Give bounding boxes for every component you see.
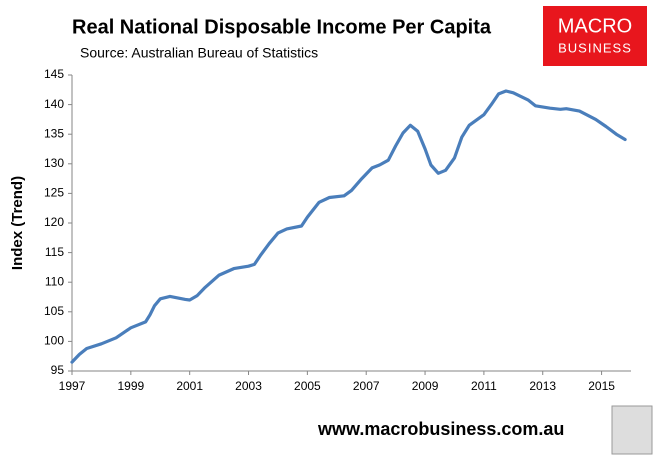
- x-tick-label: 2001: [176, 379, 203, 393]
- logo-text: MACRO: [558, 15, 632, 37]
- x-tick-label: 2005: [294, 379, 321, 393]
- x-tick-label: 1997: [59, 379, 86, 393]
- line: [70, 89, 627, 364]
- y-tick-label: 95: [51, 363, 65, 377]
- x-tick-label: 2003: [235, 379, 262, 393]
- y-tick-label: 105: [44, 304, 64, 318]
- y-tick-label: 115: [45, 245, 64, 259]
- footer: www.macrobusiness.com.au: [317, 419, 564, 439]
- x-tick-label: 2011: [471, 379, 497, 393]
- y-tick-label: 120: [44, 215, 64, 229]
- logo-text: BUSINESS: [558, 40, 632, 55]
- logo-box: [543, 6, 647, 66]
- x-tick-label: 1999: [117, 379, 144, 393]
- y-tick-label: 100: [44, 334, 64, 348]
- y-tick-label: 145: [44, 67, 64, 81]
- x-tick-label: 2013: [529, 379, 556, 393]
- chart-subtitle: Source: Australian Bureau of Statistics: [80, 45, 318, 61]
- x-tick-label: 2007: [353, 379, 380, 393]
- y-tick-label: 110: [45, 274, 64, 288]
- x-tick-label: 2009: [412, 379, 439, 393]
- x-tick-label: 2015: [588, 379, 615, 393]
- y-tick-label: 135: [44, 126, 64, 140]
- y-tick-label: 125: [44, 186, 64, 200]
- chart-title: Real National Disposable Income Per Capi…: [72, 16, 492, 38]
- y-tick-label: 140: [44, 97, 64, 111]
- y-tick-label: 130: [44, 156, 64, 170]
- y-axis-label: Index (Trend): [9, 176, 26, 270]
- logo-icon: [611, 405, 653, 455]
